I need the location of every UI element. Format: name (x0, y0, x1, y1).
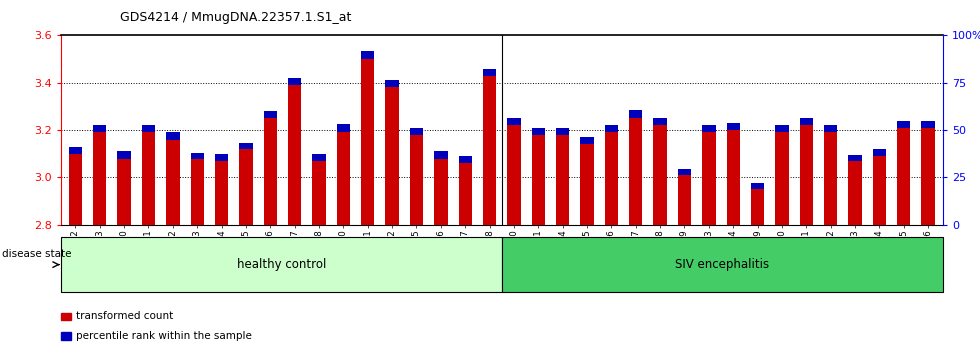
Bar (288, 78, 302, 85)
Bar (921, 121, 935, 128)
Bar (434, 159, 448, 225)
Bar (800, 118, 813, 125)
Bar (897, 121, 910, 128)
Bar (629, 118, 643, 225)
Bar (556, 135, 569, 225)
Bar (361, 59, 374, 225)
Bar (531, 128, 545, 135)
Bar (556, 128, 569, 135)
Bar (239, 143, 253, 149)
Bar (775, 125, 789, 132)
Bar (800, 125, 813, 225)
Bar (921, 128, 935, 225)
Bar (751, 183, 764, 189)
Bar (264, 111, 277, 118)
Bar (654, 118, 666, 125)
Bar (118, 159, 130, 225)
Bar (264, 118, 277, 225)
FancyBboxPatch shape (61, 237, 502, 292)
Bar (337, 132, 350, 225)
Bar (580, 144, 594, 225)
Text: SIV encephalitis: SIV encephalitis (675, 258, 769, 271)
Bar (313, 161, 325, 225)
Text: percentile rank within the sample: percentile rank within the sample (76, 331, 252, 341)
Bar (459, 163, 472, 225)
Bar (580, 137, 594, 144)
Bar (410, 128, 423, 135)
Bar (313, 154, 325, 161)
Bar (385, 87, 399, 225)
Bar (483, 69, 496, 76)
Bar (118, 152, 130, 159)
Bar (190, 153, 204, 159)
Bar (361, 51, 374, 59)
Bar (897, 128, 910, 225)
Bar (434, 152, 448, 159)
Bar (508, 118, 520, 125)
Bar (678, 175, 691, 225)
Bar (215, 154, 228, 161)
Bar (61, 332, 71, 340)
Bar (93, 125, 107, 132)
Bar (824, 125, 837, 132)
Bar (726, 130, 740, 225)
Bar (288, 85, 302, 225)
Bar (69, 154, 82, 225)
Bar (605, 125, 618, 132)
Bar (873, 149, 886, 156)
Text: disease state: disease state (2, 249, 72, 259)
Bar (702, 132, 715, 225)
Bar (167, 139, 179, 225)
FancyBboxPatch shape (502, 237, 943, 292)
Bar (167, 132, 179, 139)
Bar (654, 125, 666, 225)
Bar (142, 132, 155, 225)
Bar (483, 76, 496, 225)
Bar (239, 149, 253, 225)
Bar (215, 161, 228, 225)
Bar (751, 189, 764, 225)
Bar (410, 135, 423, 225)
Bar (849, 161, 861, 225)
Bar (873, 156, 886, 225)
Bar (702, 125, 715, 132)
Bar (775, 132, 789, 225)
Bar (849, 155, 861, 161)
Bar (61, 313, 71, 320)
Bar (385, 80, 399, 87)
Text: healthy control: healthy control (236, 258, 326, 271)
Bar (605, 132, 618, 225)
Bar (142, 125, 155, 132)
Bar (69, 147, 82, 154)
Bar (726, 123, 740, 130)
Bar (678, 169, 691, 175)
Bar (508, 125, 520, 225)
Text: transformed count: transformed count (76, 312, 173, 321)
Bar (824, 132, 837, 225)
Bar (629, 110, 643, 118)
Bar (93, 132, 107, 225)
Bar (337, 124, 350, 132)
Bar (531, 135, 545, 225)
Text: GDS4214 / MmugDNA.22357.1.S1_at: GDS4214 / MmugDNA.22357.1.S1_at (120, 11, 351, 24)
Bar (190, 159, 204, 225)
Bar (459, 156, 472, 163)
